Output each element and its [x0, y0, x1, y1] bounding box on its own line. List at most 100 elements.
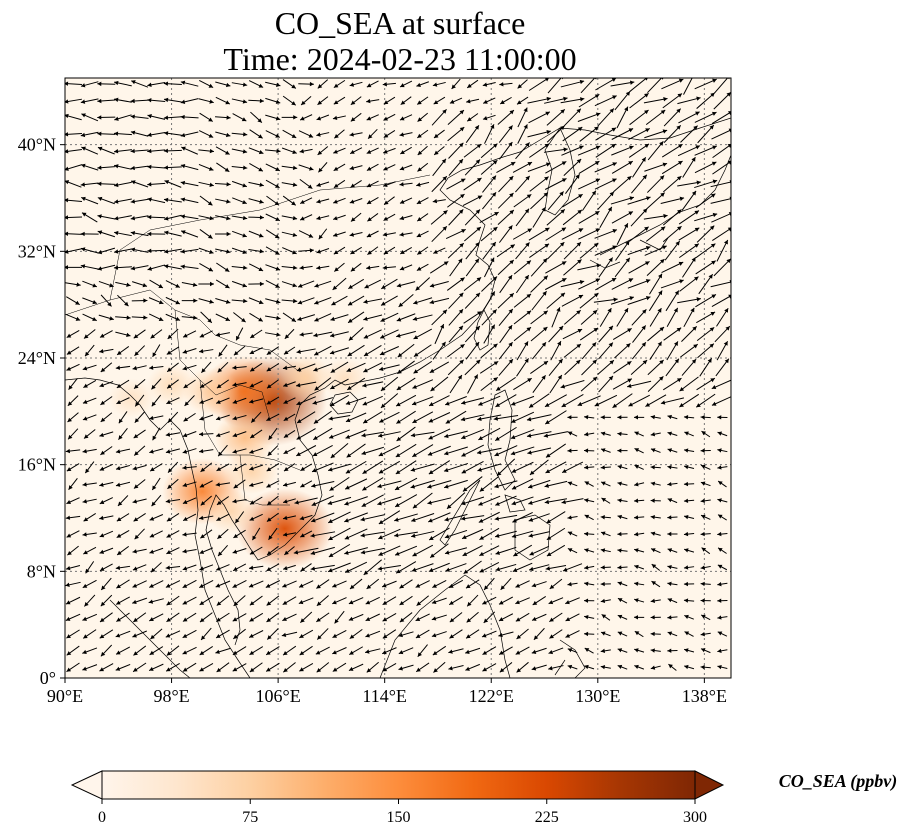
wind-vector-head [612, 95, 617, 100]
wind-vector-head [133, 617, 138, 622]
wind-vector-head [117, 501, 123, 506]
wind-vector-head [400, 250, 405, 254]
wind-vector-head [567, 548, 573, 553]
wind-vector-head [313, 367, 318, 372]
wind-vector-head [484, 585, 489, 590]
wind-vector [311, 512, 335, 523]
colorbar-tick-label: 225 [535, 809, 559, 826]
wind-vector-head [380, 317, 386, 322]
wind-vector-head [311, 518, 316, 523]
wind-vector-head [300, 116, 305, 121]
wind-vector [360, 514, 385, 521]
wind-vector-head [728, 294, 731, 299]
wind-vector-head [696, 96, 701, 101]
wind-vector-head [232, 583, 238, 588]
wind-vector-head [164, 264, 169, 269]
wind-vector-head [509, 192, 514, 198]
wind-vector-head [82, 616, 87, 621]
map-plot-area[interactable] [64, 73, 734, 679]
wind-vector-head [241, 317, 246, 323]
wind-vector-head [316, 132, 321, 137]
wind-vector-head [149, 365, 154, 370]
wind-vector-head [378, 452, 384, 457]
wind-vector-head [541, 375, 546, 380]
wind-vector-head [558, 326, 564, 331]
wind-vector-head [149, 583, 154, 588]
wind-vector-head [316, 199, 321, 204]
wind-vector-head [448, 649, 453, 654]
wind-vector-head [133, 484, 139, 489]
wind-vector [645, 109, 666, 126]
wind-vector [412, 444, 434, 458]
wind-vector-head [461, 501, 466, 506]
wind-vector-head [594, 402, 600, 407]
wind-vector-head [182, 449, 188, 454]
wind-vector-head [292, 149, 297, 155]
wind-vector-head [441, 341, 446, 347]
wind-vector-head [416, 82, 421, 87]
wind-vector-head [641, 342, 646, 347]
wind-vector-head [474, 342, 480, 347]
wind-vector-head [226, 249, 231, 254]
wind-vector-head [679, 196, 685, 201]
wind-vector-head [147, 114, 152, 119]
wind-vector-head [629, 296, 634, 301]
wind-vector-head [492, 160, 498, 165]
wind-vector-head [65, 215, 69, 220]
wind-vector-head [313, 419, 319, 424]
wind-vector-head [411, 517, 416, 522]
wind-vector-head [117, 550, 122, 555]
wind-vector-head [651, 564, 657, 569]
wind-vector-head [399, 266, 405, 271]
wind-vector-head [509, 259, 514, 265]
wind-vector-head [65, 600, 71, 605]
wind-vector-head [676, 176, 682, 181]
wind-vector-head [684, 631, 690, 636]
wind-vector-head [216, 432, 221, 438]
wind-vector-head [217, 534, 222, 539]
wind-vector-head [232, 499, 237, 504]
wind-vector [694, 145, 717, 156]
wind-vector-head [544, 78, 549, 82]
wind-vector-head [360, 517, 365, 522]
wind-vector-head [433, 668, 438, 673]
wind-vector-head [544, 143, 550, 148]
wind-vector-head [490, 257, 495, 263]
wind-vector-head [529, 403, 534, 408]
wind-vector-head [601, 497, 607, 502]
wind-vector-head [543, 192, 548, 197]
wind-vector-head [226, 216, 231, 221]
wind-vector-head [182, 349, 188, 354]
wind-vector [461, 461, 484, 474]
wind-vector [560, 280, 585, 288]
wind-vector-head [584, 415, 589, 420]
wind-vector-head [366, 116, 372, 121]
wind-vector-head [126, 315, 131, 320]
wind-vector-head [659, 141, 664, 146]
wind-vector-head [181, 230, 186, 235]
wind-vector-head [82, 482, 87, 487]
wind-vector-head [149, 516, 155, 521]
wind-vector-head [496, 386, 501, 391]
wind-vector-head [258, 267, 264, 272]
wind-vector-head [460, 194, 465, 199]
wind-vector-head [709, 343, 714, 348]
wind-vector-head [399, 182, 404, 187]
wind-vector-head [158, 316, 164, 321]
wind-vector-head [199, 448, 204, 454]
wind-vector-head [567, 448, 572, 453]
wind-vector-head [395, 469, 401, 475]
wind-vector-head [711, 385, 717, 390]
wind-vector-head [130, 98, 135, 104]
wind-vector-head [673, 341, 678, 346]
wind-vector-head [116, 533, 122, 538]
wind-vector [476, 447, 502, 454]
wind-vector [496, 458, 516, 477]
wind-vector-head [667, 448, 673, 453]
colorbar-extend-max [694, 770, 725, 800]
wind-vector-head [276, 315, 281, 321]
wind-vector-head [617, 531, 622, 537]
wind-vector-head [361, 450, 367, 456]
wind-vector-head [329, 350, 335, 355]
wind-vector-head [627, 378, 632, 383]
